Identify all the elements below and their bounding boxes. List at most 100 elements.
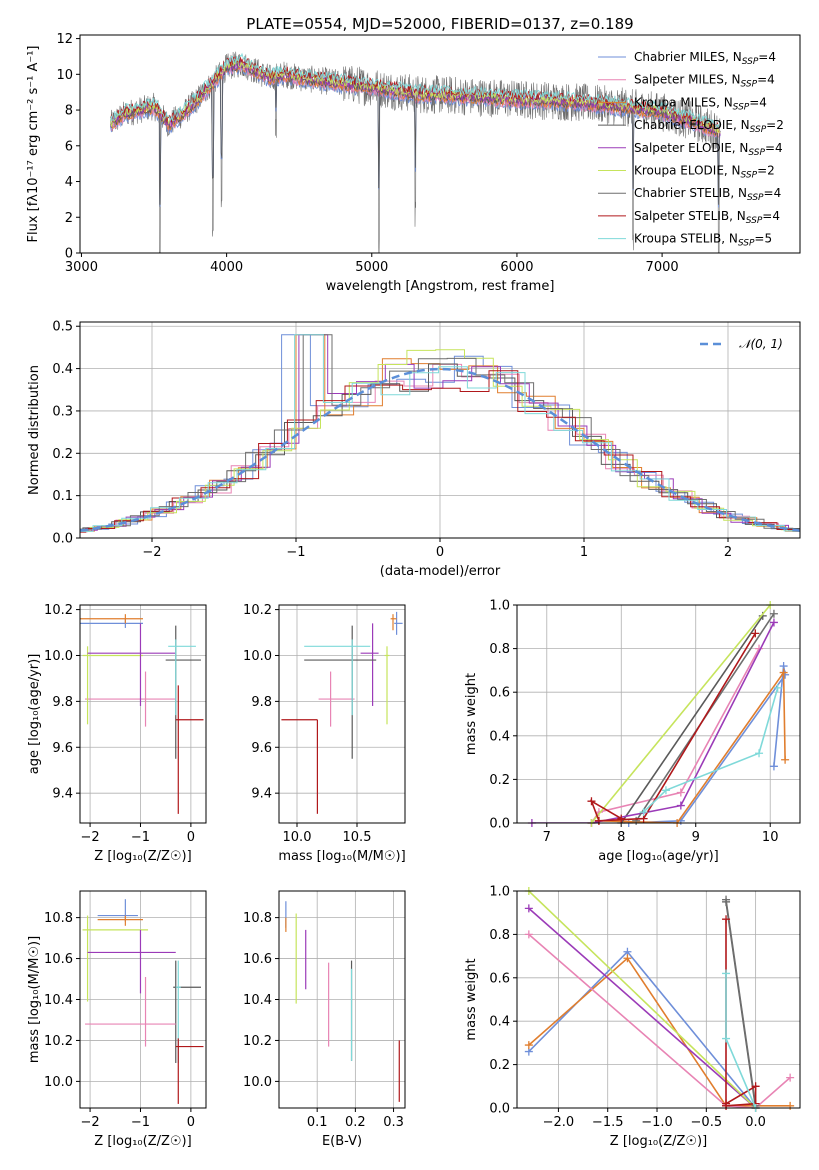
residuals-ytick-label: 0.1 (52, 489, 73, 504)
weight-vs-Z-xlabel: Z [log₁₀(Z/Z☉)] (610, 1134, 707, 1149)
weight-point-marker (524, 904, 533, 913)
spectrum-model-line (110, 56, 721, 130)
mass-vs-Z-ytick-label: 10.6 (44, 952, 73, 967)
mass-vs-Z-ylabel: mass [log₁₀(M/M☉)] (27, 936, 42, 1063)
age-vs-mass-ytick-label: 10.0 (243, 649, 272, 664)
spectrum-ytick-label: 0 (65, 247, 73, 262)
spectrum-model-line (110, 52, 721, 130)
weight-point-marker (524, 1041, 533, 1050)
weight-vs-age-xtick-label: 8 (617, 830, 625, 845)
residuals-xtick-label: 2 (724, 545, 732, 560)
weight-point-marker (676, 788, 685, 797)
age-vs-mass-ytick-label: 9.4 (251, 787, 272, 802)
age-vs-mass-ytick-label: 9.6 (251, 741, 272, 756)
weight-series-line (725, 899, 757, 1106)
spectrum-ytick-label: 12 (56, 32, 73, 47)
weight-series-line (598, 670, 786, 823)
age-vs-Z-xtick-label: −1 (131, 830, 150, 845)
spectrum-frame (79, 34, 801, 254)
residuals-ytick-label: 0.5 (52, 320, 73, 335)
residuals-xtick-label: 1 (580, 545, 588, 560)
weight-vs-age-axes: 7 8 9 10 0.0 0.2 0.4 0.6 0.8 1.0 age [log₁₀(age/yr… (464, 599, 800, 864)
weight-vs-age-ylabel: mass weight (464, 673, 479, 755)
spectrum-ytick-label: 8 (65, 104, 73, 119)
weight-point-marker (639, 808, 648, 817)
age-vs-Z-xlabel: Z [log₁₀(Z/Z☉)] (94, 849, 191, 864)
weight-series-line (528, 907, 757, 1108)
mass-vs-Z-frame (79, 890, 207, 1109)
mass-vs-ebv-frame (278, 890, 406, 1109)
mass-vs-Z-axes: −2 −1 0 10.0 10.2 10.4 10.6 10.8 Z [log₁₀(Z/Z☉)]… (27, 891, 206, 1149)
legend-entry: Salpeter ELODIE, NSSP=4 (634, 141, 783, 158)
weight-point-marker (617, 814, 626, 823)
mass-vs-ebv-xtick-label: 0.3 (383, 1115, 404, 1130)
age-vs-Z-ytick-label: 9.4 (52, 787, 73, 802)
weight-vs-age-frame (516, 604, 801, 824)
weight-vs-age-xtick-label: 7 (543, 830, 551, 845)
mass-vs-ebv-xtick-label: 0.1 (307, 1115, 328, 1130)
age-vs-mass-ytick-label: 10.2 (243, 603, 272, 618)
weight-point-marker (779, 668, 788, 677)
weight-point-marker (722, 915, 731, 924)
age-vs-Z-frame (79, 604, 207, 824)
weight-point-marker (755, 749, 764, 758)
mass-vs-ebv-ytick-label: 10.2 (243, 1034, 272, 1049)
weight-vs-Z-xtick-label: −1.0 (641, 1115, 673, 1130)
weight-point-marker (769, 609, 778, 618)
weight-vs-Z-xtick-label: −2.0 (543, 1115, 575, 1130)
histogram-series (80, 334, 800, 532)
weight-vs-Z-ytick-label: 0.6 (489, 971, 510, 986)
residuals-xtick-label: −2 (142, 545, 161, 560)
mass-vs-Z-ytick-label: 10.2 (44, 1034, 73, 1049)
weight-point-marker (722, 1034, 731, 1043)
age-vs-Z-xtick-label: 0 (187, 830, 195, 845)
residuals-xtick-label: −1 (286, 545, 305, 560)
spectrum-xtick-label: 3000 (65, 260, 98, 275)
weight-series-line (620, 615, 764, 823)
mass-vs-Z-xtick-label: 0 (187, 1115, 195, 1130)
spectrum-title: PLATE=0554, MJD=52000, FIBERID=0137, z=0… (246, 15, 633, 33)
weight-point-marker (676, 801, 685, 810)
weight-vs-age-xtick-label: 10 (762, 830, 779, 845)
weight-point-marker (769, 618, 778, 627)
weight-vs-age-xlabel: age [log₁₀(age/yr)] (598, 849, 719, 864)
legend-entry: Chabrier ELODIE, NSSP=2 (634, 118, 784, 135)
weight-vs-age-ytick-label: 0.6 (489, 686, 510, 701)
weight-point-marker (781, 755, 790, 764)
spectrum-ytick-label: 4 (65, 175, 73, 190)
spectrum-xtick-label: 4000 (210, 260, 243, 275)
mass-vs-Z-ytick-label: 10.4 (44, 993, 73, 1008)
weight-vs-age-ytick-label: 0.2 (489, 773, 510, 788)
weight-vs-Z-frame (516, 890, 801, 1109)
weight-point-marker (623, 954, 632, 963)
mass-vs-ebv-xlabel: E(B-V) (322, 1134, 362, 1149)
spectrum-xtick-label: 5000 (355, 260, 388, 275)
age-vs-Z-ytick-label: 10.0 (44, 649, 73, 664)
spectrum-ytick-label: 2 (65, 211, 73, 226)
age-vs-Z-ytick-label: 9.8 (52, 695, 73, 710)
weight-vs-Z-ytick-label: 0.4 (489, 1015, 510, 1030)
spectrum-axes: 3000 4000 5000 6000 7000 0 2 4 6 8 10 12 wavelength … (26, 32, 679, 294)
legend-entry: Kroupa MILES, NSSP=4 (634, 95, 767, 112)
spectrum-ytick-label: 6 (65, 139, 73, 154)
mass-vs-Z-xlabel: Z [log₁₀(Z/Z☉)] (94, 1134, 191, 1149)
age-vs-mass-xlabel: mass [log₁₀(M/M☉)] (278, 849, 405, 864)
histogram-series (80, 334, 800, 532)
spectrum-data-line (110, 51, 721, 253)
age-vs-mass-ytick-label: 9.8 (251, 695, 272, 710)
weight-series-line (528, 891, 757, 1108)
weight-point-marker (661, 786, 670, 795)
weight-series-line (643, 687, 779, 813)
weight-vs-Z-ytick-label: 1.0 (489, 885, 510, 900)
age-vs-Z-ytick-label: 9.6 (52, 741, 73, 756)
legend-entry: Salpeter STELIB, NSSP=4 (634, 209, 780, 226)
weight-vs-Z-xtick-label: −0.5 (691, 1115, 723, 1130)
residuals-ytick-label: 0.0 (52, 532, 73, 547)
mass-vs-Z-ytick-label: 10.0 (44, 1075, 73, 1090)
spectrum-model-line (110, 62, 721, 138)
weight-point-marker (769, 762, 778, 771)
mass-vs-ebv-ytick-label: 10.4 (243, 993, 272, 1008)
mass-vs-Z-ytick-label: 10.8 (44, 911, 73, 926)
weight-vs-Z-ytick-label: 0.8 (489, 928, 510, 943)
weight-vs-age-ytick-label: 1.0 (489, 599, 510, 614)
